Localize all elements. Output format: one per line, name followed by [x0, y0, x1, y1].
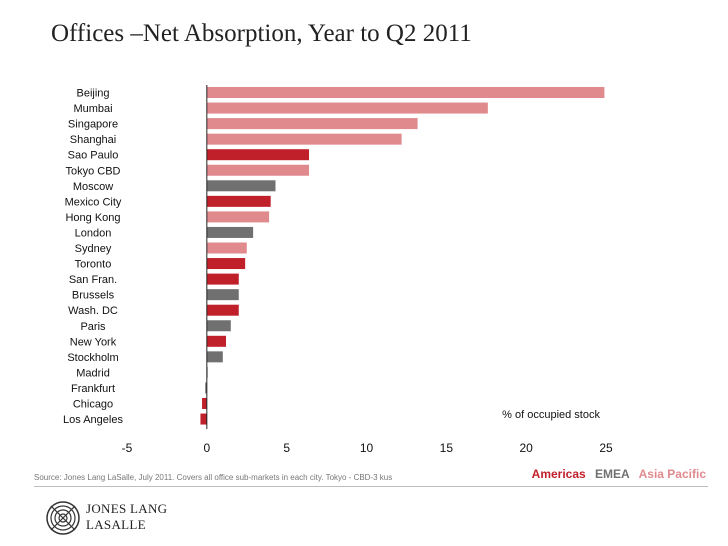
category-label-london: London — [75, 227, 112, 239]
bar-paris — [206, 320, 231, 332]
bar-chicago — [202, 398, 207, 409]
category-label-new-york: New York — [70, 336, 117, 348]
bar-shanghai — [206, 133, 402, 145]
footer-divider — [34, 486, 708, 487]
logo-mark-icon — [46, 501, 80, 535]
x-tick-labels: -5 0 5 10 15 20 25 — [122, 441, 613, 455]
category-label-hong-kong: Hong Kong — [65, 212, 120, 224]
category-labels: Beijing Mumbai Singapore Shanghai Sao Paulo T… — [63, 88, 123, 427]
legend-emea: EMEA — [595, 467, 630, 481]
category-label-singapore: Singapore — [68, 119, 118, 131]
region-legend: Americas EMEA Asia Pacific — [526, 467, 706, 481]
bar-frankfurt — [205, 382, 207, 394]
logo-text-line2: LASALLE — [86, 517, 146, 532]
bar-brussels — [206, 289, 239, 301]
source-note: Source: Jones Lang LaSalle, July 2011. C… — [34, 473, 393, 482]
company-logo: JONES LANG LASALLE — [46, 500, 206, 536]
bar-chart: Beijing Mumbai Singapore Shanghai Sao Paulo T… — [63, 85, 613, 455]
bar-stockholm — [206, 351, 223, 363]
bar-london — [206, 226, 254, 238]
logo-text-line1: JONES LANG — [86, 501, 168, 516]
category-label-chicago: Chicago — [73, 399, 113, 411]
bar-sydney — [206, 242, 247, 254]
bar-new-york — [206, 335, 226, 347]
x-tick-label: 0 — [203, 441, 210, 455]
x-tick-label: 20 — [519, 441, 533, 455]
bar-mumbai — [206, 102, 488, 114]
bar-tokyo-cbd — [206, 164, 310, 176]
category-label-wash-dc: Wash. DC — [68, 305, 118, 317]
bar-moscow — [206, 180, 276, 192]
bar-beijing — [206, 87, 605, 98]
legend-americas: Americas — [531, 467, 586, 481]
x-tick-label: 15 — [440, 441, 454, 455]
bar-hong-kong — [206, 211, 270, 223]
category-label-paris: Paris — [80, 321, 106, 333]
bar-toronto — [206, 258, 246, 270]
bar-singapore — [206, 118, 418, 130]
category-label-stockholm: Stockholm — [67, 352, 118, 364]
bar-san-fran — [206, 273, 239, 285]
category-label-moscow: Moscow — [73, 181, 113, 193]
category-label-shanghai: Shanghai — [70, 134, 117, 146]
bar-wash-dc — [206, 304, 239, 316]
x-tick-label: -5 — [122, 441, 133, 455]
category-label-brussels: Brussels — [72, 290, 115, 302]
bar-sao-paulo — [206, 149, 310, 161]
bar-los-angeles — [200, 413, 207, 425]
category-label-los-angeles: Los Angeles — [63, 414, 123, 426]
category-label-madrid: Madrid — [76, 367, 110, 379]
category-label-mexico-city: Mexico City — [65, 196, 122, 208]
category-label-toronto: Toronto — [75, 259, 112, 271]
category-label-san-fran: San Fran. — [69, 274, 117, 286]
chart-title: Offices –Net Absorption, Year to Q2 2011 — [51, 20, 472, 47]
category-label-mumbai: Mumbai — [73, 103, 112, 115]
x-axis-label: % of occupied stock — [502, 409, 600, 421]
x-tick-label: 5 — [283, 441, 290, 455]
category-label-tokyo-cbd: Tokyo CBD — [65, 165, 120, 177]
x-tick-label: 25 — [599, 441, 613, 455]
legend-asia-pacific: Asia Pacific — [638, 467, 706, 481]
category-label-beijing: Beijing — [76, 88, 109, 100]
bar-mexico-city — [206, 195, 271, 207]
category-label-frankfurt: Frankfurt — [71, 383, 115, 395]
category-label-sao-paulo: Sao Paulo — [68, 150, 119, 162]
bars-group — [200, 87, 605, 425]
category-label-sydney: Sydney — [75, 243, 112, 255]
x-tick-label: 10 — [360, 441, 374, 455]
